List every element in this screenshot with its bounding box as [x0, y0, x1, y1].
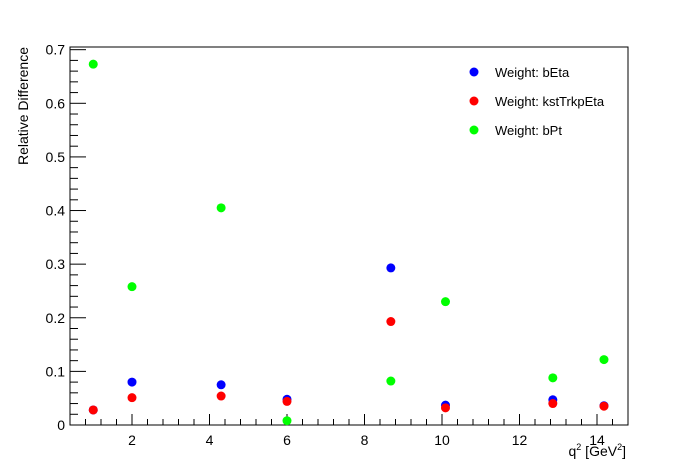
- y-tick-label: 0.7: [46, 42, 66, 58]
- data-point-series-0: [216, 380, 226, 390]
- data-point-series-1: [127, 393, 137, 403]
- legend-label: Weight: bPt: [495, 123, 562, 138]
- y-tick-label: 0.1: [46, 363, 66, 379]
- y-axis: 0 0.1 0.2 0.3 0.4 0.5 0.6 0.7: [46, 42, 86, 433]
- y-tick-label: 0.2: [46, 310, 66, 326]
- data-point-series-2: [282, 416, 292, 426]
- legend-label: Weight: bEta: [495, 65, 570, 80]
- x-tick-label: 4: [206, 432, 214, 448]
- data-point-series-1: [440, 403, 450, 413]
- data-point-series-1: [386, 317, 396, 327]
- x-tick-label: 12: [512, 432, 528, 448]
- data-points: [88, 59, 609, 426]
- data-point-series-2: [599, 355, 609, 365]
- y-tick-label: 0.5: [46, 149, 66, 165]
- x-tick-label: 10: [434, 432, 450, 448]
- data-point-series-0: [386, 263, 396, 273]
- legend-marker: [469, 67, 479, 77]
- x-axis: 2 4 6 8 10 12 14: [69, 414, 629, 448]
- y-tick-label: 0.6: [46, 95, 66, 111]
- x-tick-label: 2: [128, 432, 136, 448]
- legend-label: Weight: kstTrkpEta: [495, 94, 605, 109]
- data-point-series-1: [282, 396, 292, 406]
- x-tick-label: 6: [283, 432, 291, 448]
- data-point-series-1: [88, 405, 98, 415]
- y-tick-label: 0.4: [46, 203, 66, 219]
- data-point-series-0: [127, 377, 137, 387]
- y-tick-label: 0: [57, 417, 65, 433]
- x-axis-title: q2 [GeV2]: [568, 442, 626, 459]
- data-point-series-2: [88, 59, 98, 69]
- legend-marker: [469, 125, 479, 135]
- legend-marker: [469, 96, 479, 106]
- data-point-series-2: [440, 297, 450, 307]
- data-point-series-1: [216, 391, 226, 401]
- data-point-series-2: [127, 282, 137, 292]
- data-point-series-2: [216, 203, 226, 213]
- data-point-series-2: [386, 376, 396, 386]
- data-point-series-1: [599, 401, 609, 411]
- y-axis-title: Relative Difference: [15, 47, 31, 165]
- data-point-series-1: [548, 399, 558, 409]
- y-tick-label: 0.3: [46, 256, 66, 272]
- legend: Weight: bEta Weight: kstTrkpEta Weight: bP…: [469, 65, 605, 138]
- x-tick-label: 8: [361, 432, 369, 448]
- x-tick-label: 14: [589, 432, 605, 448]
- data-point-series-2: [548, 373, 558, 383]
